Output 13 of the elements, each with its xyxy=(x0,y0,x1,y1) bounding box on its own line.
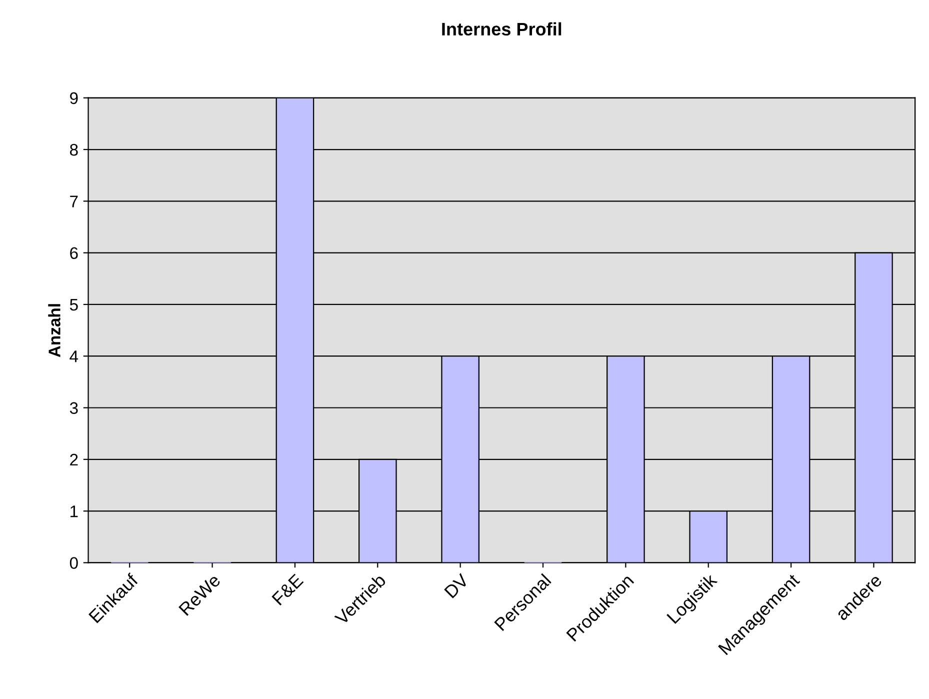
y-tick-label: 4 xyxy=(70,350,78,362)
y-tick-label: 5 xyxy=(70,299,78,311)
chart-title: Internes Profil xyxy=(442,22,562,36)
y-tick-label: 1 xyxy=(70,506,78,518)
y-tick-label: 0 xyxy=(70,557,78,569)
y-tick-label: 6 xyxy=(70,247,78,260)
x-tick-label: DV xyxy=(444,572,470,598)
y-tick-label: 3 xyxy=(70,402,78,414)
y-tick-label: 7 xyxy=(70,196,78,208)
y-tick-label: 8 xyxy=(70,144,78,156)
y-tick-label: 9 xyxy=(70,92,78,104)
y-tick-label: 2 xyxy=(70,454,78,466)
y-axis-title: Anzahl xyxy=(48,304,60,358)
